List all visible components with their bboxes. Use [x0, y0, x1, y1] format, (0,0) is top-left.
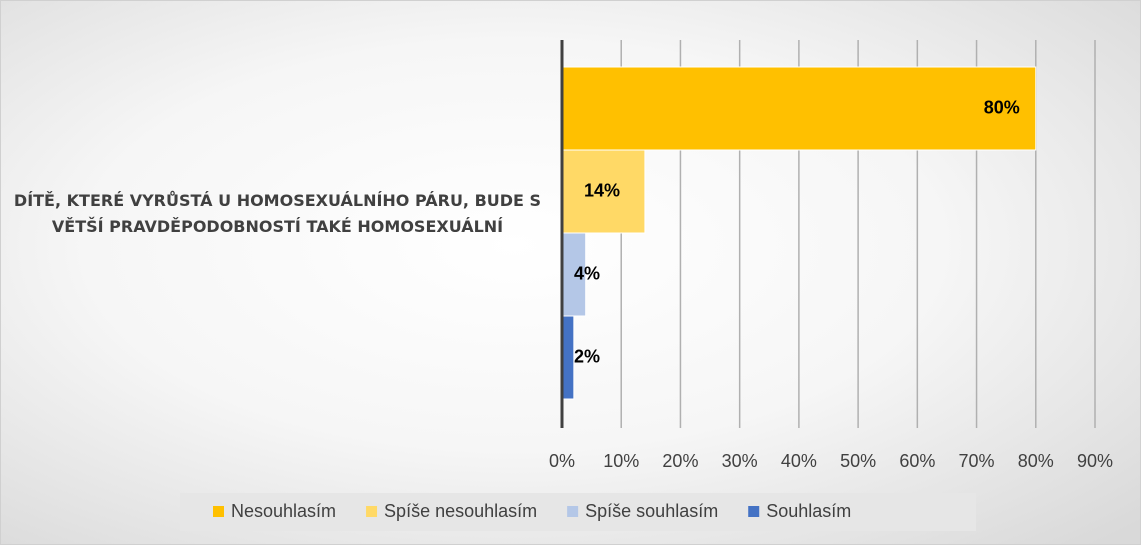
legend-label: Spíše souhlasím: [585, 501, 718, 521]
data-label: 2%: [574, 346, 600, 366]
x-tick-label: 70%: [959, 451, 995, 471]
legend-swatch: [748, 506, 760, 517]
legend-label: Souhlasím: [766, 501, 851, 521]
x-tick-label: 20%: [662, 451, 698, 471]
x-tick-label: 10%: [603, 451, 639, 471]
x-tick-label: 80%: [1018, 451, 1054, 471]
legend-label: Spíše nesouhlasím: [384, 501, 537, 521]
x-tick-label: 40%: [781, 451, 817, 471]
bar: [561, 66, 1037, 151]
x-tick-label: 50%: [840, 451, 876, 471]
bar: [561, 149, 646, 234]
legend-label: Nesouhlasím: [231, 501, 336, 521]
legend-swatch: [366, 506, 378, 517]
y-tick-label: DÍTĚ, KTERÉ VYRŮSTÁ U HOMOSEXUÁLNÍHO PÁR…: [13, 191, 542, 236]
category-label-box: DÍTĚ, KTERÉ VYRŮSTÁ U HOMOSEXUÁLNÍHO PÁR…: [13, 191, 542, 236]
data-label: 80%: [984, 97, 1020, 117]
x-tick-label: 30%: [722, 451, 758, 471]
data-label: 14%: [584, 180, 620, 200]
x-tick-label: 60%: [899, 451, 935, 471]
x-tick-label: 0%: [549, 451, 575, 471]
x-tick-label: 90%: [1077, 451, 1113, 471]
legend-swatch: [567, 506, 579, 517]
bar: [561, 315, 575, 400]
data-label: 4%: [574, 263, 600, 283]
legend-swatch: [213, 506, 224, 517]
